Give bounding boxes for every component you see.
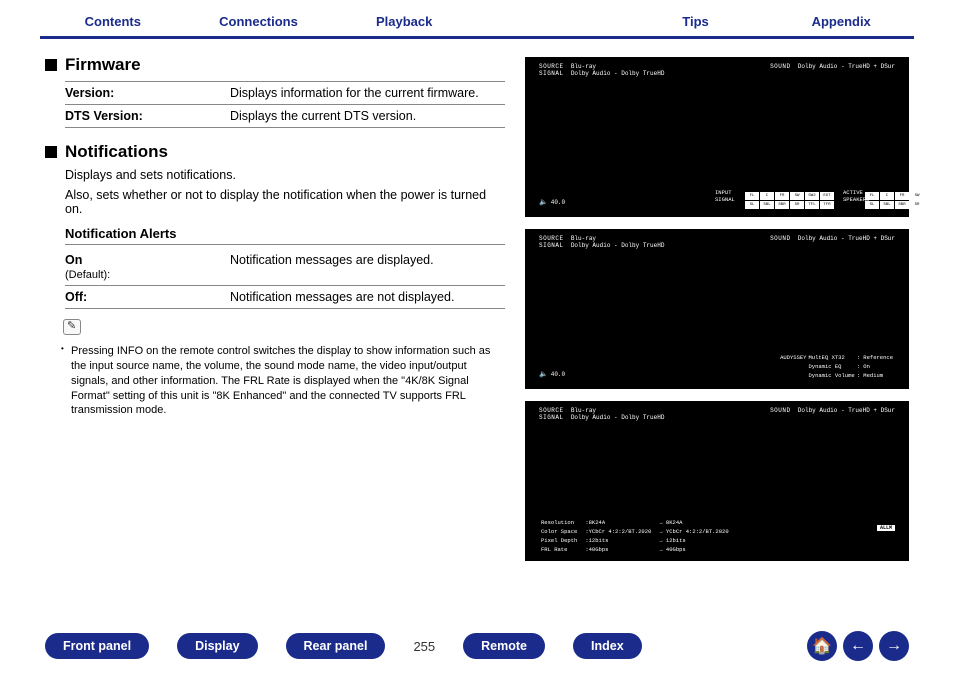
- osd-screen-1: SOURCE Blu-ray SIGNAL Dolby Audio - Dolb…: [525, 57, 909, 217]
- tab-contents[interactable]: Contents: [40, 8, 186, 36]
- val-signal: Dolby Audio - Dolby TrueHD: [571, 242, 665, 249]
- row-val: Displays the current DTS version.: [230, 109, 505, 123]
- channel-box: SW2: [805, 192, 819, 200]
- lbl-signal: SIGNAL: [539, 70, 564, 77]
- front-panel-button[interactable]: Front panel: [45, 633, 149, 659]
- allm-flag: ALLM: [877, 525, 895, 531]
- val-source: Blu-ray: [571, 63, 596, 70]
- tab-settings[interactable]: Settings: [477, 8, 623, 36]
- resolution-block: Resolution:8K24A→ 8K24A Color Space:YCbC…: [539, 517, 737, 555]
- notifications-heading: Notifications: [45, 142, 505, 162]
- lbl-signal: SIGNAL: [539, 242, 564, 249]
- notifications-title: Notifications: [65, 142, 168, 162]
- page-number: 255: [413, 639, 435, 654]
- bottom-bar: Front panel Display Rear panel 255 Remot…: [0, 631, 954, 661]
- channel-box: SW: [790, 192, 804, 200]
- square-bullet-icon: [45, 146, 57, 158]
- val-source: Blu-ray: [571, 235, 596, 242]
- channel-box: FR: [775, 192, 789, 200]
- notifications-desc2: Also, sets whether or not to display the…: [65, 188, 505, 216]
- channel-box: FL: [745, 192, 759, 200]
- firmware-row: DTS Version:Displays the current DTS ver…: [65, 105, 505, 128]
- firmware-heading: Firmware: [45, 55, 505, 75]
- firmware-title: Firmware: [65, 55, 141, 75]
- screenshot-column: SOURCE Blu-ray SIGNAL Dolby Audio - Dolb…: [525, 49, 909, 561]
- audyssey-block: AUDYSSEYMultEQ XT32: Reference Dynamic E…: [778, 352, 895, 381]
- channel-box: SL: [745, 201, 759, 209]
- square-bullet-icon: [45, 59, 57, 71]
- volume: 40.0: [539, 198, 565, 207]
- row-key: Off:: [65, 290, 230, 304]
- channel-box: SR: [910, 201, 924, 209]
- firmware-row: Version:Displays information for the cur…: [65, 81, 505, 105]
- val-sound: Dolby Audio - TrueHD + DSur: [798, 407, 895, 414]
- tab-playback[interactable]: Playback: [331, 8, 477, 36]
- tab-tips[interactable]: Tips: [623, 8, 769, 36]
- val-sound: Dolby Audio - TrueHD + DSur: [798, 63, 895, 70]
- lbl-signal: SIGNAL: [539, 414, 564, 421]
- channel-box: SBR: [775, 201, 789, 209]
- next-page-icon[interactable]: →: [879, 631, 909, 661]
- notifications-desc1: Displays and sets notifications.: [65, 168, 505, 182]
- channel-box: SW: [910, 192, 924, 200]
- row-key: On(Default):: [65, 253, 230, 281]
- tab-appendix[interactable]: Appendix: [768, 8, 914, 36]
- val-signal: Dolby Audio - Dolby TrueHD: [571, 414, 665, 421]
- note-icon: [63, 319, 81, 335]
- note-text: Pressing INFO on the remote control swit…: [71, 344, 505, 418]
- lbl-sound: SOUND: [770, 407, 791, 414]
- top-tabs: ContentsConnectionsPlaybackSettingsTipsA…: [0, 0, 954, 36]
- channel-box: C: [760, 192, 774, 200]
- channel-box: SBL: [880, 201, 894, 209]
- index-button[interactable]: Index: [573, 633, 642, 659]
- row-key: Version:: [65, 86, 230, 100]
- channel-box: TFL: [805, 201, 819, 209]
- val-sound: Dolby Audio - TrueHD + DSur: [798, 235, 895, 242]
- osd-screen-3: SOURCE Blu-ray SIGNAL Dolby Audio - Dolb…: [525, 401, 909, 561]
- display-button[interactable]: Display: [177, 633, 257, 659]
- channel-box: EXT: [820, 192, 834, 200]
- channel-box: SBL: [760, 201, 774, 209]
- lbl-sound: SOUND: [770, 63, 791, 70]
- osd-screen-2: SOURCE Blu-ray SIGNAL Dolby Audio - Dolb…: [525, 229, 909, 389]
- notification-alerts-head: Notification Alerts: [65, 226, 505, 245]
- home-icon[interactable]: 🏠: [807, 631, 837, 661]
- lbl-source: SOURCE: [539, 63, 564, 70]
- input-signal-label: INPUT SIGNAL: [715, 189, 735, 203]
- val-signal: Dolby Audio - Dolby TrueHD: [571, 70, 665, 77]
- channel-box: FL: [865, 192, 879, 200]
- channel-box: TFR: [820, 201, 834, 209]
- lbl-source: SOURCE: [539, 407, 564, 414]
- remote-button[interactable]: Remote: [463, 633, 545, 659]
- row-val: Displays information for the current fir…: [230, 86, 505, 100]
- row-val: Notification messages are not displayed.: [230, 290, 505, 304]
- channel-box: SBR: [895, 201, 909, 209]
- notification-row: Off:Notification messages are not displa…: [65, 286, 505, 309]
- row-val: Notification messages are displayed.: [230, 253, 505, 281]
- channel-box: SR: [790, 201, 804, 209]
- tab-connections[interactable]: Connections: [186, 8, 332, 36]
- channel-box: FR: [895, 192, 909, 200]
- channel-box: SL: [865, 201, 879, 209]
- rear-panel-button[interactable]: Rear panel: [286, 633, 386, 659]
- val-source: Blu-ray: [571, 407, 596, 414]
- notification-row: On(Default):Notification messages are di…: [65, 249, 505, 286]
- channel-box: C: [880, 192, 894, 200]
- lbl-sound: SOUND: [770, 235, 791, 242]
- prev-page-icon[interactable]: ←: [843, 631, 873, 661]
- lbl-source: SOURCE: [539, 235, 564, 242]
- volume: 40.0: [539, 370, 565, 379]
- row-key: DTS Version:: [65, 109, 230, 123]
- tab-underline: [40, 36, 914, 39]
